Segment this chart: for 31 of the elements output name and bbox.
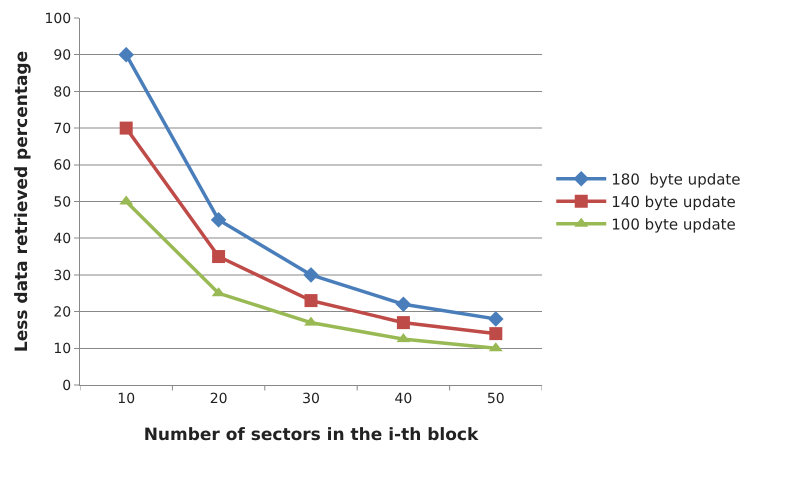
point — [212, 250, 226, 264]
legend-label: 180 byte update — [611, 170, 741, 189]
x-tick-label: 40 — [394, 390, 412, 407]
legend-label: 100 byte update — [611, 216, 736, 234]
y-tick-label: 20 — [53, 304, 72, 320]
y-tick-label: 40 — [53, 231, 72, 248]
legend-label: 140 byte update — [611, 193, 736, 212]
x-tick-label: 20 — [210, 390, 228, 407]
point — [120, 122, 133, 135]
y-axis-title: Less data retrieved percentage — [12, 50, 32, 352]
point — [118, 46, 134, 62]
y-tick-label: 60 — [53, 158, 72, 174]
point — [396, 296, 412, 312]
point — [396, 316, 410, 330]
x-tick-label: 50 — [486, 390, 505, 407]
x-axis-title: Number of sectors in the i-th block — [144, 425, 479, 446]
y-tick-label: 80 — [53, 84, 72, 100]
point — [304, 294, 318, 308]
y-tick-label: 10 — [53, 341, 72, 358]
y-tick-label: 0 — [62, 378, 72, 394]
point — [489, 327, 502, 340]
point — [303, 267, 319, 283]
y-tick-label: 100 — [44, 10, 72, 27]
point — [210, 212, 226, 228]
y-tick-label: 70 — [53, 121, 72, 137]
point — [488, 311, 504, 327]
y-tick-label: 90 — [53, 48, 72, 64]
y-tick-label: 50 — [53, 194, 72, 210]
y-tick-label: 30 — [53, 268, 72, 284]
x-tick-label: 30 — [302, 390, 320, 407]
x-tick-label: 10 — [117, 390, 136, 407]
